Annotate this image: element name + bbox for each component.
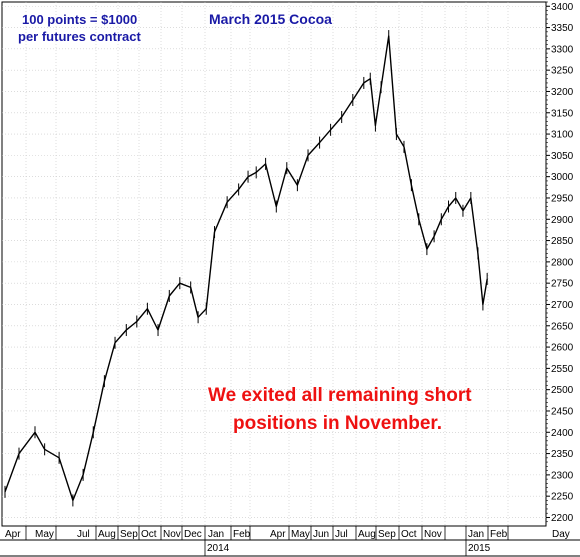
x-month-label: Jan [208,529,224,540]
x-month-label: Oct [141,529,157,540]
x-axis: Apr May Jul Aug Sep Oct Nov Dec Jan Feb Apr May Jun J… [0,526,580,557]
y-tick-label: 2500 [551,385,574,396]
y-tick-label: 2300 [551,470,574,481]
x-month-label: Feb [490,529,508,540]
contract-note-line-1: 100 points = $1000 [22,12,137,27]
price-series [4,30,488,507]
contract-note-line-2: per futures contract [18,29,141,44]
y-tick-label: 2950 [551,193,574,204]
x-month-label: Apr [270,529,286,540]
y-tick-label: 2600 [551,343,574,354]
x-month-label: Sep [378,529,396,540]
y-tick-label: 2400 [551,428,574,439]
annotation-line-2: positions in November. [233,413,442,434]
y-tick-label: 3300 [551,44,574,55]
x-month-label: Jul [77,529,90,540]
grid [2,2,546,526]
x-month-label: Jan [468,529,484,540]
chart-title: March 2015 Cocoa [209,11,332,27]
x-month-label: May [35,529,54,540]
y-tick-label: 2850 [551,236,574,247]
y-tick-label: 2200 [551,513,574,524]
x-month-label: May [291,529,310,540]
x-month-label: Aug [98,529,116,540]
y-tick-label: 2450 [551,406,574,417]
plot-area [1,1,547,527]
y-tick-label: 2550 [551,364,574,375]
x-month-label: Apr [5,529,21,540]
y-tick-label: 3350 [551,23,574,34]
x-month-label: Nov [424,529,442,540]
y-tick-label: 2700 [551,300,574,311]
y-tick-label: 3150 [551,108,574,119]
y-axis: 2200 2250 2300 2350 2400 2450 2500 2550 2600 2650… [546,1,574,524]
y-tick-label: 2900 [551,215,574,226]
y-tick-label: 2250 [551,492,574,503]
y-tick-label: 2750 [551,279,574,290]
y-tick-label: 3100 [551,130,574,141]
y-tick-label: 2350 [551,449,574,460]
x-month-label: Nov [163,529,181,540]
y-tick-label: 3200 [551,87,574,98]
y-tick-label: 3400 [551,2,574,13]
annotation-line-1: We exited all remaining short [208,385,472,406]
x-year-label: 2015 [468,543,491,554]
y-tick-label: 2800 [551,257,574,268]
x-month-label: Sep [120,529,138,540]
x-month-label: Dec [184,529,202,540]
y-tick-label: 3050 [551,151,574,162]
y-tick-label: 3250 [551,66,574,77]
x-month-label: Feb [233,529,251,540]
x-month-label: Jun [313,529,329,540]
x-month-label: Aug [358,529,376,540]
x-month-label: Oct [401,529,417,540]
y-tick-label: 2650 [551,321,574,332]
x-month-label: Jul [335,529,348,540]
price-line [4,35,488,502]
x-axis-caption: Day [552,529,570,540]
y-tick-label: 3000 [551,172,574,183]
x-year-label: 2014 [207,543,230,554]
